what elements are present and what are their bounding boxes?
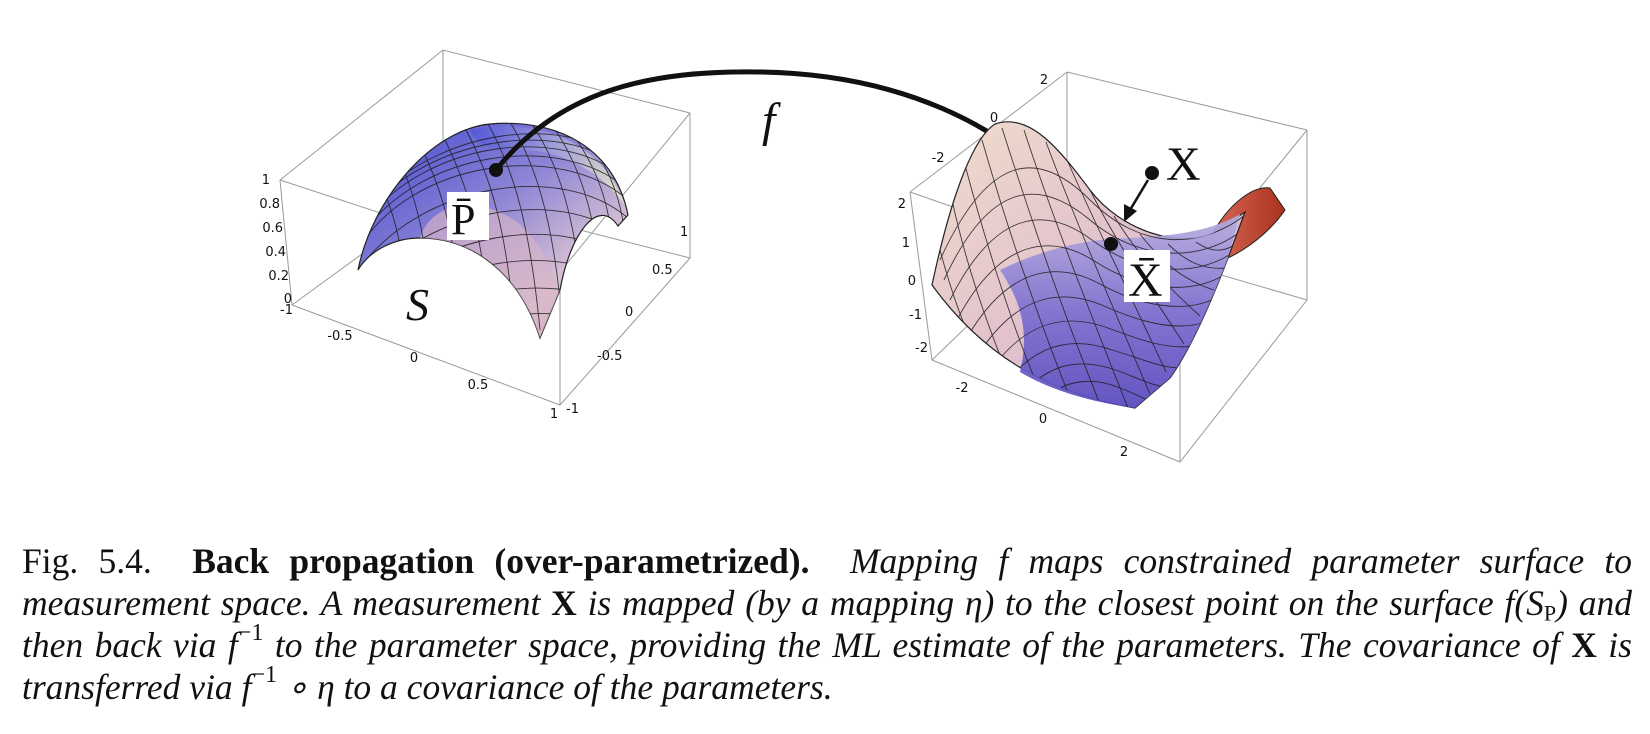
figure-title: Back propagation (over-parametrized). (192, 541, 810, 581)
measurement-x-label: X (1166, 138, 1201, 191)
left-x-tick: 0.5 (468, 378, 489, 393)
mapping-label-f: f (762, 94, 781, 147)
right-bottom-tick: -2 (956, 381, 969, 396)
right-top-axis-ticks: 2 0 -2 (932, 73, 1049, 166)
caption-text: Mapping (849, 541, 999, 581)
right-top-tick: 0 (990, 111, 998, 126)
right-left-tick: 2 (898, 197, 906, 212)
left-y-tick: 0.5 (652, 263, 673, 278)
caption-math-sub-p: P (1543, 600, 1557, 626)
right-left-tick: 0 (908, 274, 916, 289)
point-p-bar-label: P̄ (451, 195, 475, 244)
caption-math-x: X (1571, 625, 1597, 665)
closest-point-x-bar-marker (1104, 237, 1118, 251)
figure-illustration: 1 0.8 0.6 0.4 0.2 0 -1 -0.5 0 0.5 1 1 0.… (259, 49, 1308, 463)
right-left-tick: -2 (915, 341, 928, 356)
caption-text: ∘ η to a covariance of the parameters. (277, 667, 833, 707)
figure-caption: Fig. 5.4. Back propagation (over-paramet… (22, 540, 1632, 708)
left-x-tick: -0.5 (327, 329, 352, 344)
left-x-axis-ticks: -1 -0.5 0 0.5 1 (280, 303, 558, 422)
left-y-axis-ticks: 1 0.5 0 -0.5 -1 (566, 225, 688, 417)
caption-text: to the parameter space, providing the ML… (263, 625, 1572, 665)
left-x-tick: -1 (280, 303, 293, 318)
caption-math-f: f (998, 541, 1009, 581)
caption-math-x: X (551, 583, 577, 623)
point-p-bar-label-box: P̄ (447, 192, 489, 244)
left-y-tick: -1 (566, 402, 579, 417)
right-bottom-tick: 2 (1120, 445, 1128, 460)
left-z-tick: 1 (262, 173, 270, 188)
left-parameter-surface (357, 122, 629, 340)
left-z-tick: 0 (284, 292, 292, 307)
left-z-tick: 0.4 (265, 245, 286, 260)
surface-label-s: S (406, 279, 429, 330)
closest-point-x-bar-label-box: X̄ (1124, 250, 1170, 307)
left-x-tick: 0 (410, 351, 418, 366)
left-z-tick: 0.6 (262, 221, 283, 236)
left-z-axis-ticks: 1 0.8 0.6 0.4 0.2 0 (259, 173, 292, 307)
measurement-x-marker (1145, 166, 1159, 180)
caption-text: maps constrained parameter surface to me… (22, 541, 1633, 623)
right-left-axis-ticks: 2 1 0 -1 -2 (898, 197, 928, 356)
left-y-tick: 1 (680, 225, 688, 240)
left-y-tick: -0.5 (597, 349, 622, 364)
left-x-tick: 1 (550, 407, 558, 422)
caption-body: Mapping f maps constrained parameter sur… (22, 541, 1632, 707)
caption-math-f: f (241, 667, 252, 707)
left-y-tick: 0 (625, 305, 633, 320)
caption-text: ( (1514, 583, 1527, 623)
caption-text: ) and then back via (22, 583, 1633, 665)
right-bottom-tick: 0 (1039, 412, 1047, 427)
caption-math-s: S (1526, 583, 1544, 623)
right-left-tick: -1 (909, 308, 922, 323)
caption-math-inverse: −1 (251, 661, 278, 689)
right-left-tick: 1 (902, 236, 910, 251)
caption-text: is transferred via (22, 625, 1632, 707)
left-z-tick: 0.8 (259, 197, 280, 212)
caption-math-f: f (1504, 583, 1515, 623)
right-measurement-surface (931, 121, 1286, 409)
caption-text: is mapped (by a mapping η) to the closes… (576, 583, 1505, 623)
right-top-tick: -2 (932, 151, 945, 166)
right-bottom-axis-ticks: -2 0 2 (956, 381, 1129, 460)
caption-math-f: f (227, 625, 238, 665)
left-z-tick: 0.2 (268, 269, 289, 284)
right-top-tick: 2 (1040, 73, 1048, 88)
figure-number: Fig. 5.4. (22, 541, 152, 581)
closest-point-x-bar-label: X̄ (1128, 254, 1163, 307)
caption-math-inverse: −1 (237, 619, 264, 647)
eta-mapping-arrow (1124, 179, 1150, 222)
